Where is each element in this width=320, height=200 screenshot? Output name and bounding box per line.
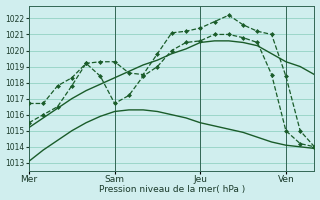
X-axis label: Pression niveau de la mer( hPa ): Pression niveau de la mer( hPa ) — [99, 185, 245, 194]
